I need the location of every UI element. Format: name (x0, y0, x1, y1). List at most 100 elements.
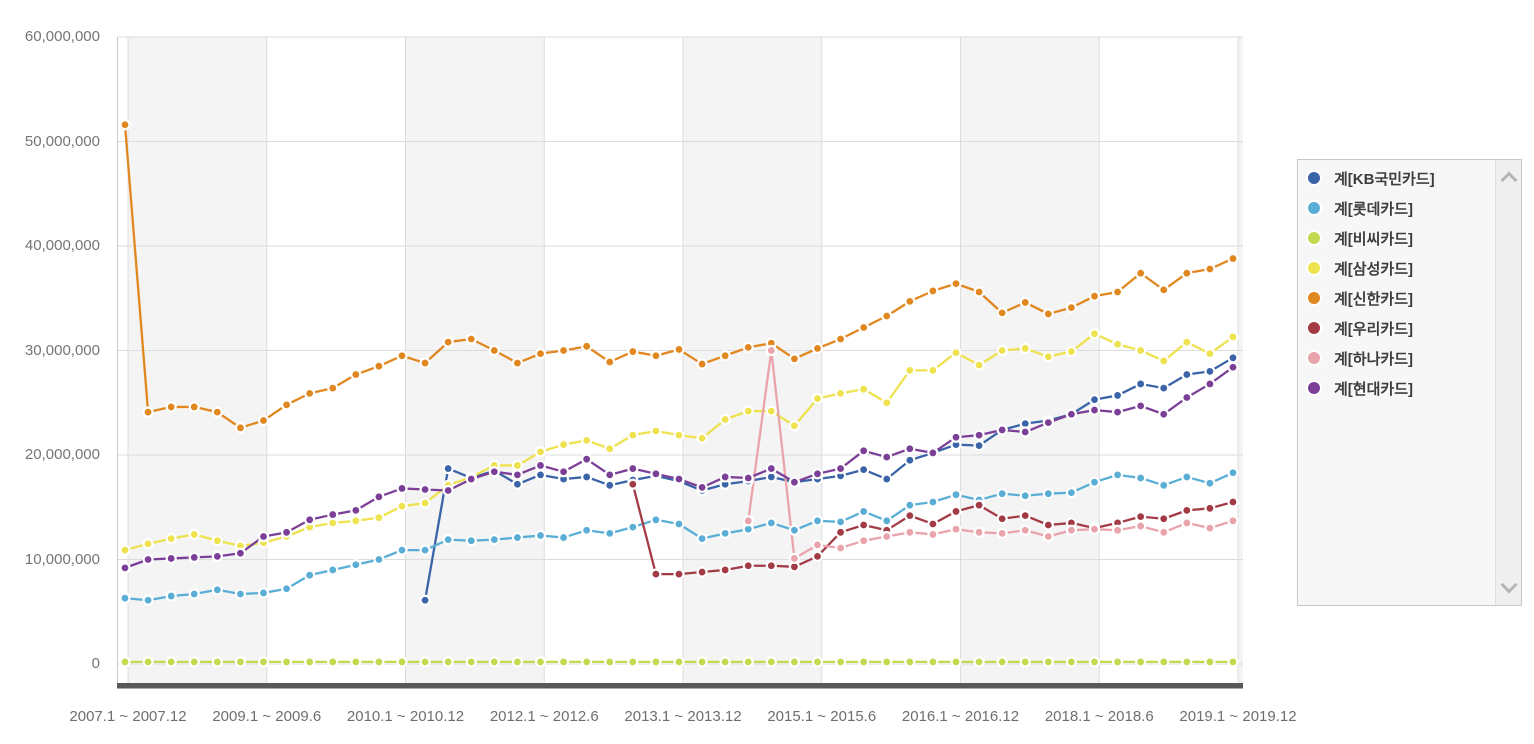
data-point-shinhan-card[interactable] (950, 278, 962, 290)
data-point-samsung-card[interactable] (881, 397, 893, 409)
data-point-bc-card[interactable] (627, 656, 639, 668)
data-point-hyundai-card[interactable] (650, 468, 662, 480)
data-point-bc-card[interactable] (1042, 656, 1054, 668)
data-point-lotte-card[interactable] (557, 531, 570, 544)
legend-item-bc-card[interactable]: 계[비씨카드] (1298, 223, 1495, 253)
data-point-hana-card[interactable] (834, 542, 847, 554)
data-point-samsung-card[interactable] (1111, 338, 1124, 350)
data-point-bc-card[interactable] (1065, 656, 1078, 668)
data-point-lotte-card[interactable] (304, 569, 316, 581)
data-point-bc-card[interactable] (927, 656, 939, 668)
data-point-lotte-card[interactable] (650, 514, 662, 526)
data-point-kb-kookmin-card[interactable] (1227, 352, 1239, 364)
data-point-bc-card[interactable] (581, 656, 593, 668)
data-point-woori-card[interactable] (858, 519, 870, 531)
data-point-samsung-card[interactable] (188, 528, 200, 541)
data-point-hyundai-card[interactable] (1042, 417, 1054, 429)
data-point-shinhan-card[interactable] (465, 333, 477, 345)
data-point-lotte-card[interactable] (511, 531, 524, 544)
data-point-bc-card[interactable] (950, 656, 962, 668)
data-point-lotte-card[interactable] (996, 488, 1008, 500)
data-point-hyundai-card[interactable] (1065, 408, 1078, 420)
data-point-shinhan-card[interactable] (811, 342, 824, 355)
data-point-lotte-card[interactable] (488, 534, 500, 546)
data-point-hyundai-card[interactable] (188, 551, 200, 564)
legend-item-kb-kookmin-card[interactable]: 계[KB국민카드] (1298, 163, 1495, 193)
data-point-bc-card[interactable] (811, 656, 824, 668)
data-point-hana-card[interactable] (811, 539, 824, 551)
data-point-samsung-card[interactable] (1181, 336, 1193, 348)
data-point-bc-card[interactable] (396, 656, 408, 668)
data-point-woori-card[interactable] (1135, 511, 1147, 523)
data-point-hyundai-card[interactable] (1135, 400, 1147, 412)
data-point-lotte-card[interactable] (211, 584, 223, 596)
data-point-shinhan-card[interactable] (1204, 263, 1216, 275)
data-point-lotte-card[interactable] (1088, 476, 1101, 488)
data-point-lotte-card[interactable] (142, 594, 154, 606)
data-point-hyundai-card[interactable] (1088, 404, 1101, 416)
data-point-hana-card[interactable] (1042, 530, 1054, 543)
data-point-shinhan-card[interactable] (581, 340, 593, 352)
legend-item-woori-card[interactable]: 계[우리카드] (1298, 313, 1495, 343)
data-point-hana-card[interactable] (1088, 523, 1101, 535)
data-point-hyundai-card[interactable] (973, 429, 985, 441)
data-point-lotte-card[interactable] (811, 515, 824, 527)
data-point-kb-kookmin-card[interactable] (1181, 368, 1193, 381)
data-point-shinhan-card[interactable] (488, 344, 500, 357)
scroll-up-button[interactable] (1496, 166, 1521, 189)
data-point-lotte-card[interactable] (1065, 487, 1078, 499)
data-point-lotte-card[interactable] (280, 583, 293, 595)
data-point-hyundai-card[interactable] (950, 431, 962, 443)
data-point-kb-kookmin-card[interactable] (442, 462, 454, 475)
data-point-woori-card[interactable] (1019, 510, 1031, 522)
data-point-lotte-card[interactable] (1204, 477, 1216, 489)
data-point-hana-card[interactable] (881, 530, 893, 543)
data-point-shinhan-card[interactable] (973, 286, 985, 298)
data-point-samsung-card[interactable] (1158, 355, 1170, 367)
data-point-kb-kookmin-card[interactable] (511, 478, 524, 490)
data-point-shinhan-card[interactable] (142, 406, 154, 418)
scroll-down-button[interactable] (1496, 576, 1521, 599)
data-point-bc-card[interactable] (742, 656, 754, 668)
data-point-shinhan-card[interactable] (1135, 267, 1147, 279)
data-point-lotte-card[interactable] (627, 521, 639, 533)
data-point-hana-card[interactable] (858, 535, 870, 547)
data-point-bc-card[interactable] (511, 656, 524, 668)
data-point-woori-card[interactable] (927, 518, 939, 530)
data-point-shinhan-card[interactable] (904, 295, 916, 307)
data-point-kb-kookmin-card[interactable] (858, 464, 870, 476)
data-point-shinhan-card[interactable] (557, 344, 570, 357)
data-point-bc-card[interactable] (1111, 656, 1124, 668)
data-point-lotte-card[interactable] (673, 518, 685, 530)
data-point-woori-card[interactable] (950, 505, 962, 518)
data-point-shinhan-card[interactable] (1158, 284, 1170, 296)
data-point-lotte-card[interactable] (165, 590, 177, 602)
data-point-lotte-card[interactable] (350, 559, 362, 571)
data-point-kb-kookmin-card[interactable] (973, 439, 985, 452)
data-point-hana-card[interactable] (1181, 517, 1193, 529)
data-point-hana-card[interactable] (1111, 524, 1124, 536)
data-point-lotte-card[interactable] (465, 535, 477, 547)
data-point-kb-kookmin-card[interactable] (904, 454, 916, 466)
data-point-hyundai-card[interactable] (834, 462, 847, 475)
data-point-hyundai-card[interactable] (142, 553, 154, 566)
data-point-bc-card[interactable] (650, 656, 662, 668)
data-point-samsung-card[interactable] (1042, 351, 1054, 363)
data-point-hyundai-card[interactable] (881, 451, 893, 463)
data-point-woori-card[interactable] (1227, 496, 1239, 508)
data-point-hana-card[interactable] (904, 526, 916, 538)
data-point-shinhan-card[interactable] (696, 358, 708, 370)
data-point-bc-card[interactable] (257, 656, 270, 668)
data-point-lotte-card[interactable] (188, 588, 200, 600)
data-point-shinhan-card[interactable] (996, 307, 1008, 319)
data-point-bc-card[interactable] (788, 656, 801, 668)
data-point-lotte-card[interactable] (927, 496, 939, 508)
data-point-bc-card[interactable] (719, 656, 731, 668)
data-point-lotte-card[interactable] (1227, 467, 1239, 479)
data-point-lotte-card[interactable] (696, 532, 708, 545)
data-point-samsung-card[interactable] (534, 446, 547, 458)
data-point-hana-card[interactable] (742, 515, 754, 527)
data-point-lotte-card[interactable] (881, 515, 893, 527)
data-point-woori-card[interactable] (973, 499, 985, 511)
data-point-shinhan-card[interactable] (280, 399, 293, 411)
